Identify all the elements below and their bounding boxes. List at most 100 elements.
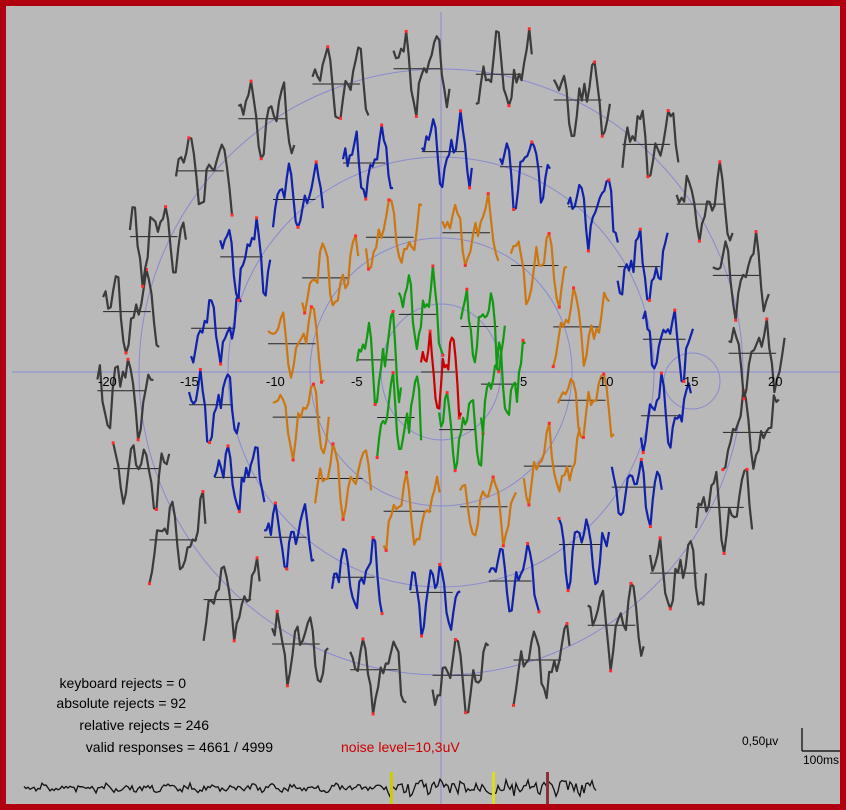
peak-marker: [326, 45, 330, 49]
response-waveform: [621, 109, 680, 178]
peak-marker: [312, 382, 316, 386]
response-waveform: [311, 45, 370, 120]
trough-marker: [501, 544, 505, 548]
trough-marker: [237, 510, 241, 514]
peak-marker: [526, 542, 530, 546]
time-scale-label: 100ms: [803, 753, 840, 767]
response-waveform: [409, 563, 461, 638]
response-waveform: [271, 160, 325, 229]
valid-responses-readout: valid responses = 4661 / 4999: [85, 739, 273, 755]
peak-marker: [126, 357, 130, 361]
axis-tick-label: -20: [98, 374, 117, 389]
amplitude-scale-label: 0,50µv: [742, 734, 779, 748]
peak-marker: [198, 367, 202, 371]
peak-marker: [273, 501, 277, 505]
axis-tick-label: -5: [351, 374, 363, 389]
response-waveform: [397, 264, 444, 356]
peak-marker: [557, 516, 561, 520]
relative-rejects-readout: relative rejects = 246: [79, 717, 209, 733]
response-waveform: [728, 317, 786, 400]
peak-marker: [314, 160, 318, 164]
peak-marker: [666, 109, 670, 113]
noise-level-readout: noise level=10,3uV: [341, 739, 460, 755]
response-waveform: [219, 216, 272, 302]
trough-marker: [338, 116, 342, 120]
peak-marker: [255, 556, 259, 560]
peak-marker: [629, 581, 633, 585]
response-waveform: [420, 109, 473, 189]
trough-marker: [581, 435, 585, 439]
trough-marker: [682, 379, 686, 383]
response-waveform: [556, 373, 615, 439]
response-waveform: [431, 638, 490, 714]
response-waveform: [187, 368, 241, 444]
peak-marker: [639, 457, 643, 461]
peak-marker: [453, 638, 457, 642]
response-waveform: [213, 444, 266, 513]
trough-marker: [320, 380, 324, 384]
peak-marker: [249, 79, 253, 83]
waveform-traces: [96, 27, 786, 716]
trough-marker: [721, 468, 725, 472]
response-waveform: [488, 542, 541, 613]
trough-marker: [230, 213, 234, 217]
response-waveform: [722, 389, 780, 471]
response-waveform: [616, 228, 669, 302]
trough-marker: [742, 397, 746, 401]
eeg-strip: [23, 728, 840, 804]
peak-marker: [226, 444, 230, 448]
peak-marker: [607, 178, 611, 182]
trough-marker: [373, 402, 377, 406]
response-waveform: [648, 536, 708, 610]
peak-marker: [638, 227, 642, 231]
peak-marker: [431, 264, 435, 268]
response-waveform: [190, 297, 243, 366]
peak-marker: [371, 536, 375, 540]
trough-marker: [136, 438, 140, 442]
trough-marker: [380, 612, 384, 616]
trough-marker: [453, 469, 457, 473]
peak-marker: [547, 421, 551, 425]
trough-marker: [457, 416, 461, 420]
peak-marker: [745, 467, 749, 471]
response-waveform: [364, 198, 423, 271]
response-waveform: [301, 234, 360, 315]
trough-marker: [303, 311, 307, 315]
response-waveform: [512, 622, 571, 706]
trough-marker: [441, 353, 445, 357]
trough-marker: [291, 458, 295, 462]
trough-marker: [722, 551, 726, 555]
peak-marker: [111, 441, 115, 445]
response-waveform: [509, 232, 568, 309]
response-waveform: [314, 442, 373, 521]
trough-marker: [207, 441, 211, 445]
response-waveform: [438, 391, 485, 472]
peak-marker: [486, 192, 490, 196]
peak-marker: [530, 140, 534, 144]
peak-marker: [387, 198, 391, 202]
peak-marker: [391, 371, 395, 375]
trough-marker: [384, 548, 388, 552]
trough-marker: [527, 503, 531, 507]
trough-marker: [236, 298, 240, 302]
response-waveform: [128, 205, 187, 288]
trough-marker: [586, 249, 590, 253]
peak-marker: [354, 234, 358, 238]
peak-marker: [547, 232, 551, 236]
trough-marker: [647, 298, 651, 302]
trough-marker: [147, 582, 151, 586]
peak-marker: [438, 562, 442, 566]
trough-marker: [296, 225, 300, 229]
response-waveform: [479, 339, 526, 435]
peak-marker: [428, 329, 432, 333]
response-waveform: [330, 536, 384, 614]
response-waveform: [475, 27, 533, 107]
blind-spot-circle: [663, 352, 721, 410]
peak-marker: [491, 475, 495, 479]
peak-marker: [275, 609, 279, 613]
trough-marker: [154, 507, 158, 511]
peak-marker: [391, 309, 395, 313]
peak-marker: [718, 160, 722, 164]
absolute-rejects-readout: absolute rejects = 92: [56, 695, 186, 711]
peak-marker: [572, 286, 576, 290]
